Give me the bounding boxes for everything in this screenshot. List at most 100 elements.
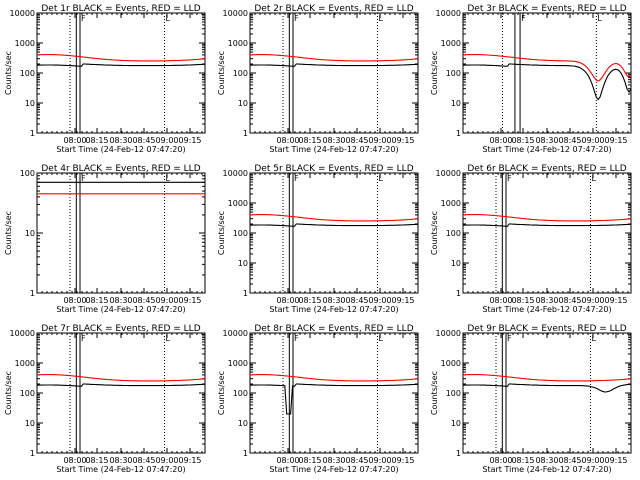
- events-series-line: [463, 223, 631, 227]
- flare-marker-label: F: [521, 14, 526, 23]
- panel-title: Det 2r BLACK = Events, RED = LLD: [254, 4, 413, 14]
- x-tick-label: 08:30: [322, 296, 345, 305]
- y-axis-label: Counts/sec: [217, 371, 226, 415]
- x-tick-label: 08:30: [109, 296, 132, 305]
- y-tick-label: 1: [243, 129, 248, 138]
- x-tick-label: 08:00: [276, 136, 299, 145]
- detector-panel: Det 5r BLACK = Events, RED = LLD 1 10 100 10…: [217, 164, 419, 314]
- x-tick-label: 08:00: [63, 456, 86, 465]
- x-tick-label: 08:00: [489, 136, 512, 145]
- series-group: [250, 374, 418, 415]
- detector-panel: Det 9r BLACK = Events, RED = LLD 1 10 100 10…: [430, 324, 632, 474]
- flare-marker-label: F: [81, 14, 86, 23]
- y-tick-label: 10: [25, 229, 35, 238]
- y-tick-label: 1: [456, 129, 461, 138]
- y-tick-label: 100: [20, 169, 35, 178]
- lld-series-line: [463, 214, 631, 222]
- lld-series-line: [250, 214, 418, 222]
- x-tick-label: 08:45: [345, 456, 368, 465]
- x-tick-label: 08:45: [132, 136, 155, 145]
- y-tick-label: 1: [243, 449, 248, 458]
- x-tick-label: 08:45: [558, 296, 581, 305]
- y-tick-label: 10000: [223, 329, 248, 338]
- y-tick-label: 10: [238, 99, 248, 108]
- events-series-line: [250, 383, 418, 415]
- x-tick-label: 08:45: [558, 456, 581, 465]
- events-series-line: [250, 63, 418, 67]
- top-marker-label: L: [165, 174, 170, 183]
- top-marker-label: L: [597, 14, 602, 23]
- x-tick-label: 08:15: [85, 456, 108, 465]
- x-tick-label: 09:15: [391, 456, 414, 465]
- x-tick-label: 08:30: [109, 136, 132, 145]
- x-tick-label: 08:15: [298, 136, 321, 145]
- lld-series-line: [463, 374, 631, 382]
- y-tick-label: 10: [451, 259, 461, 268]
- y-tick-label: 1: [243, 289, 248, 298]
- events-series-line: [37, 383, 205, 387]
- x-tick-label: 09:15: [391, 296, 414, 305]
- panel-title: Det 7r BLACK = Events, RED = LLD: [41, 324, 200, 334]
- y-tick-label: 10: [451, 419, 461, 428]
- plot-frame: [36, 172, 206, 294]
- x-tick-label: 08:15: [298, 296, 321, 305]
- detector-panel: Det 7r BLACK = Events, RED = LLD 1 10 100 10…: [4, 324, 206, 474]
- events-series-line: [463, 383, 631, 393]
- panel-title: Det 9r BLACK = Events, RED = LLD: [467, 324, 626, 334]
- x-tick-label: 08:15: [511, 136, 534, 145]
- x-tick-label: 08:00: [276, 456, 299, 465]
- flare-marker-label: F: [294, 174, 299, 183]
- x-tick-label: 09:00: [368, 136, 391, 145]
- top-marker-label: L: [165, 14, 170, 23]
- x-tick-label: 09:00: [155, 136, 178, 145]
- y-tick-label: 100: [20, 69, 35, 78]
- y-tick-label: 1: [30, 129, 35, 138]
- y-tick-label: 1000: [228, 199, 248, 208]
- plot-frame: [249, 172, 419, 294]
- x-tick-label: 09:15: [604, 136, 627, 145]
- plot-frame: [36, 12, 206, 134]
- x-tick-label: 08:45: [345, 296, 368, 305]
- x-tick-label: 08:15: [85, 136, 108, 145]
- y-tick-label: 1: [30, 289, 35, 298]
- x-tick-label: 08:00: [489, 296, 512, 305]
- y-axis-label: Counts/sec: [4, 51, 13, 95]
- x-tick-label: 08:45: [345, 136, 368, 145]
- x-axis-label: Start Time (24-Feb-12 07:47:20): [269, 145, 398, 154]
- y-tick-label: 1000: [15, 39, 35, 48]
- x-tick-label: 08:30: [322, 136, 345, 145]
- y-axis-label: Counts/sec: [4, 371, 13, 415]
- plot-frame: [249, 12, 419, 134]
- x-axis-label: Start Time (24-Feb-12 07:47:20): [482, 305, 611, 314]
- y-tick-label: 100: [446, 69, 461, 78]
- x-tick-label: 08:30: [535, 136, 558, 145]
- lld-series-line: [250, 54, 418, 62]
- series-group: [463, 214, 631, 227]
- panel-title: Det 3r BLACK = Events, RED = LLD: [467, 4, 626, 14]
- x-axis-label: Start Time (24-Feb-12 07:47:20): [482, 145, 611, 154]
- y-tick-label: 10000: [223, 169, 248, 178]
- x-tick-label: 08:15: [511, 456, 534, 465]
- y-tick-label: 100: [20, 389, 35, 398]
- x-tick-label: 08:15: [511, 296, 534, 305]
- x-tick-label: 08:30: [109, 456, 132, 465]
- top-marker-label: L: [591, 334, 596, 343]
- plot-frame: [36, 332, 206, 454]
- x-axis-label: Start Time (24-Feb-12 07:47:20): [482, 465, 611, 474]
- x-tick-label: 08:45: [132, 296, 155, 305]
- y-tick-label: 10: [451, 99, 461, 108]
- y-tick-label: 10: [238, 259, 248, 268]
- events-series-line: [463, 63, 631, 101]
- x-axis-label: Start Time (24-Feb-12 07:47:20): [56, 145, 185, 154]
- x-tick-label: 09:15: [604, 456, 627, 465]
- flare-marker-label: F: [294, 334, 299, 343]
- plot-frame: [462, 332, 632, 454]
- x-tick-label: 08:00: [63, 296, 86, 305]
- x-axis-label: Start Time (24-Feb-12 07:47:20): [269, 465, 398, 474]
- x-tick-label: 08:45: [132, 456, 155, 465]
- x-tick-label: 09:00: [581, 296, 604, 305]
- detector-panel: Det 6r BLACK = Events, RED = LLD 1 10 100 10…: [430, 164, 632, 314]
- detector-panel: Det 2r BLACK = Events, RED = LLD 1 10 100 10…: [217, 4, 419, 154]
- panel-title: Det 8r BLACK = Events, RED = LLD: [254, 324, 413, 334]
- y-tick-label: 100: [446, 389, 461, 398]
